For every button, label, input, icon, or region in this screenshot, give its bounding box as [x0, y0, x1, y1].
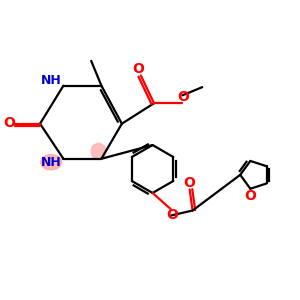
- Text: NH: NH: [41, 156, 62, 169]
- Text: O: O: [133, 62, 145, 76]
- Ellipse shape: [40, 155, 62, 170]
- Text: O: O: [3, 116, 15, 130]
- Ellipse shape: [91, 143, 106, 160]
- Text: O: O: [183, 176, 195, 190]
- Text: O: O: [166, 208, 178, 223]
- Text: NH: NH: [41, 74, 62, 87]
- Text: O: O: [177, 90, 189, 104]
- Text: O: O: [244, 189, 256, 203]
